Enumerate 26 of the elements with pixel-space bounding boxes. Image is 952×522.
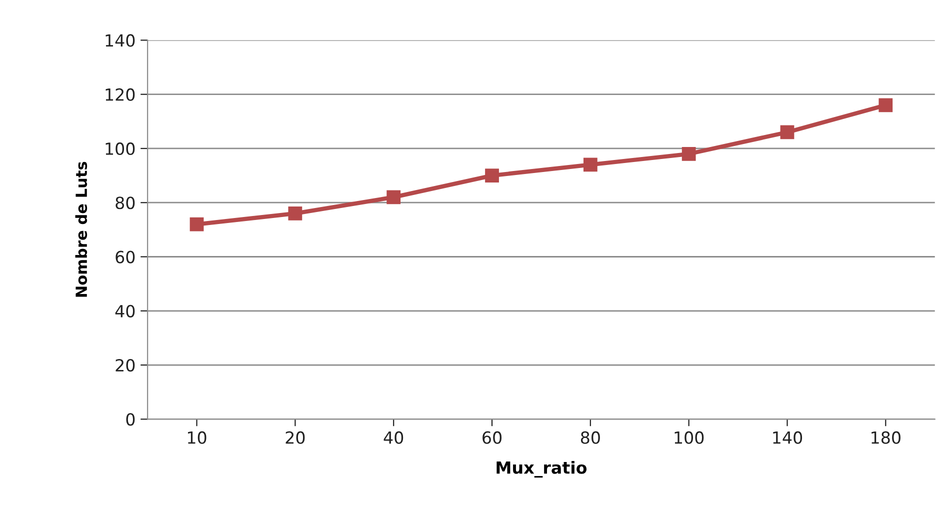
- y-axis-title: Nombre de Luts: [75, 162, 88, 297]
- x-axis-title: Mux_ratio: [496, 460, 587, 478]
- point: [386, 190, 401, 204]
- x-tick-label: 100: [674, 431, 704, 444]
- x-tick-label: 180: [872, 431, 900, 444]
- point: [190, 217, 204, 232]
- x-tick-label: 40: [384, 431, 404, 444]
- y-tick-label: 60: [116, 250, 135, 264]
- y-tick-label: 80: [116, 196, 135, 210]
- y-tick-label: 0: [126, 413, 135, 426]
- x-tick-label: 60: [482, 431, 502, 444]
- y-tick-label: 40: [115, 304, 135, 318]
- point: [288, 206, 302, 220]
- y-tick-label: 140: [106, 34, 135, 47]
- y-tick-label: 20: [116, 358, 135, 372]
- point: [878, 98, 893, 112]
- point: [682, 146, 696, 161]
- point: [485, 168, 499, 182]
- y-tick-label: 120: [106, 88, 135, 101]
- x-tick-label: 20: [286, 431, 305, 444]
- point: [780, 125, 794, 140]
- x-tick-label: 140: [773, 431, 802, 444]
- x-tick-label: 80: [580, 431, 600, 444]
- x-tick-label: 10: [188, 431, 206, 444]
- y-tick-label: 100: [106, 142, 135, 156]
- point: [583, 158, 598, 172]
